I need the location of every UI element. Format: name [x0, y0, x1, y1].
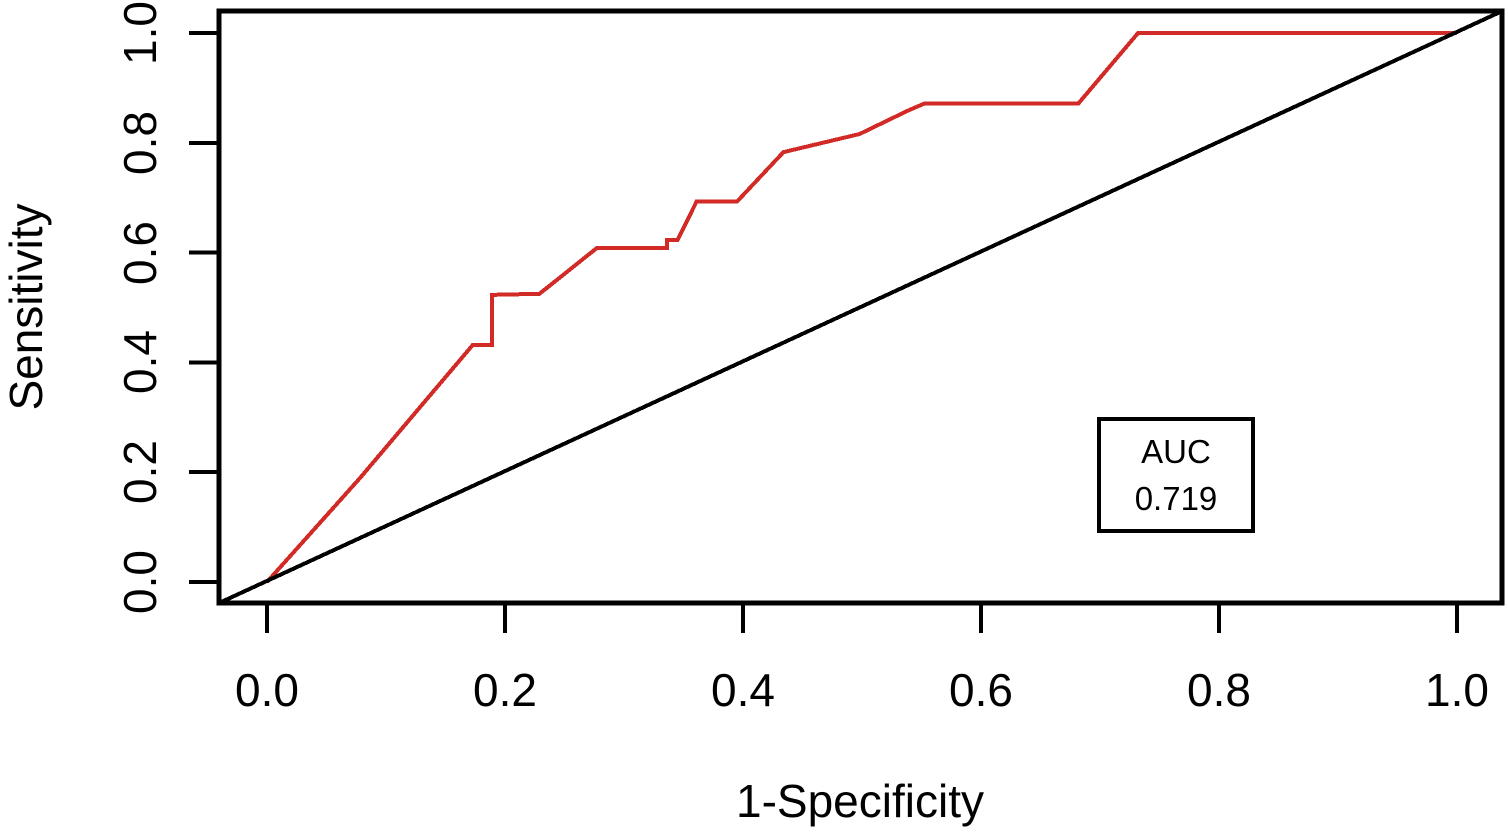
y-tick-label: 0.6 [114, 220, 166, 285]
x-tick-label: 0.6 [949, 664, 1013, 716]
x-tick-label: 0.4 [711, 664, 775, 716]
chance-diagonal [218, 9, 1504, 605]
y-tick-label: 0.8 [114, 110, 166, 175]
y-tick-label: 1.0 [114, 1, 166, 65]
y-tick-label: 0.4 [114, 330, 166, 395]
plot-box [216, 8, 1505, 606]
auc-value: 0.719 [1134, 480, 1218, 517]
auc-label: AUC [1141, 433, 1211, 470]
x-tick-label: 0.8 [1187, 664, 1251, 716]
y-tick-label: 0.2 [114, 440, 166, 505]
roc-curve [265, 31, 1457, 584]
y-tick-label: 0.0 [114, 550, 166, 614]
x-tick-label: 0.0 [235, 664, 299, 716]
x-tick-label: 0.2 [473, 664, 537, 716]
auc-annotation-box: AUC 0.719 [1097, 417, 1255, 533]
x-tick-label: 1.0 [1425, 664, 1489, 716]
x-axis-title: 1-Specificity [736, 775, 984, 827]
y-axis-title: Sensitivity [0, 203, 52, 411]
